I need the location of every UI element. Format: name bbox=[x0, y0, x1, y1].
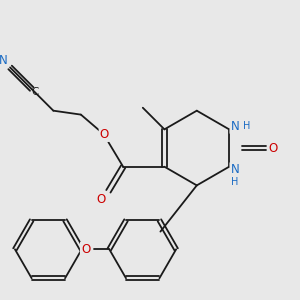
Text: O: O bbox=[81, 243, 90, 256]
Text: O: O bbox=[269, 142, 278, 154]
Text: H: H bbox=[243, 122, 250, 131]
Text: N: N bbox=[231, 163, 239, 176]
Text: O: O bbox=[100, 128, 109, 141]
Text: O: O bbox=[96, 193, 105, 206]
Text: N: N bbox=[0, 54, 8, 67]
Text: N: N bbox=[231, 120, 239, 133]
Text: C: C bbox=[31, 87, 38, 97]
Text: H: H bbox=[231, 177, 239, 188]
